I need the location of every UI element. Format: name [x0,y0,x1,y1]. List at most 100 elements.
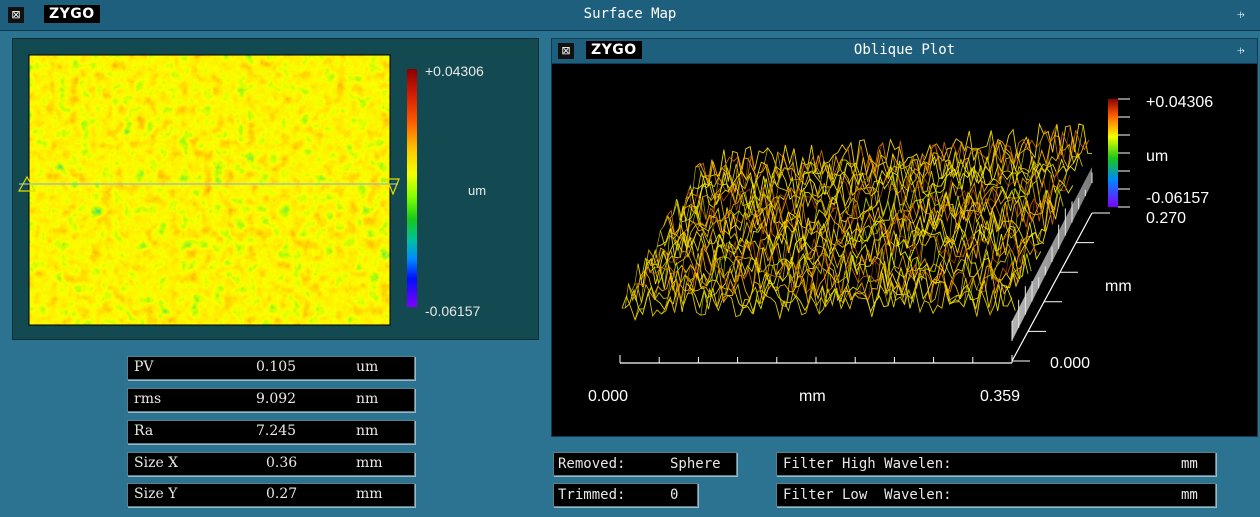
stat-size-x: Size X 0.36 mm [127,452,415,476]
mesh-row-line [692,143,1083,197]
mesh-column-line [726,163,808,296]
stat-label: rms [134,391,162,407]
y-axis-line [1011,212,1093,362]
stat-label: Size X [134,455,179,471]
trimmed-label: Trimmed: [558,487,626,503]
mesh-column-line [871,147,953,317]
mesh-column-line [884,140,966,306]
surface-map-svg: +0.04306 um -0.06157 [17,54,486,326]
stat-unit: nm [356,423,379,439]
z-min-label: -0.06157 [1146,190,1209,207]
mesh-column-line [621,166,703,309]
y-min-label: 0.000 [1050,355,1090,372]
z-unit-label: um [1146,148,1168,165]
mesh-column-line [766,150,847,297]
stat-value: 0.36 [266,455,298,471]
mesh-column-line [858,144,939,302]
stat-unit: nm [356,391,379,407]
oblique-plot-panel: ⊠ ZYGO Oblique Plot ⍆ [551,38,1258,437]
stat-ra: Ra 7.245 nm [127,420,415,444]
zygo-logo: ZYGO [586,41,642,59]
mesh-column-line [976,123,1058,317]
mesh-row-line [666,194,1058,242]
y-unit-label: mm [1105,278,1132,295]
colorbar-unit-label: um [468,183,486,198]
mesh-row-line [647,232,1038,274]
mesh-column-line [818,146,900,314]
mesh-column-line [792,153,874,297]
mesh-column-line [661,156,742,315]
close-box-icon[interactable]: ⊠ [8,7,24,23]
mesh-column-line [739,160,821,316]
mesh-column-line [989,125,1071,315]
filter-low-label: Filter Low Wavelen: [783,487,952,503]
zygo-logo: ZYGO [44,5,100,23]
mesh-row-line [643,238,1035,279]
mesh-column-line [634,159,716,320]
mesh-column-line [1002,125,1084,306]
x-axis-ticks [619,355,1013,363]
filter-low-readout: Filter Low Wavelen: mm [776,483,1216,507]
oblique-title-bar[interactable]: ⊠ ZYGO Oblique Plot ⍆ [552,39,1257,64]
mesh-row-line [621,283,1013,322]
mesh-column-line [713,148,795,309]
stat-value: 7.245 [256,423,297,439]
oblique-plot-title: Oblique Plot [853,42,956,58]
mesh-column-line [845,152,926,301]
mesh-column-line [924,138,1005,303]
mesh-row-line [701,122,1093,182]
colorbar [407,69,417,307]
profile-marker-left[interactable] [17,175,37,192]
oblique-colorbar-ticks [1118,98,1130,208]
filter-high-unit: mm [1181,456,1198,472]
stat-unit: um [356,359,379,375]
trimmed-readout: Trimmed: 0 [553,483,698,507]
profile-marker-right[interactable] [386,178,400,196]
main-title-bar[interactable]: ⊠ ZYGO Surface Map ⍆ [0,0,1260,31]
stat-value: 0.27 [266,486,298,502]
oblique-plot-svg[interactable]: +0.04306 um -0.06157 0.270 mm 0.000 0.00… [552,63,1257,436]
mesh-column-line [910,130,992,299]
mesh-row-line [637,251,1029,291]
stat-value: 9.092 [256,391,297,407]
oblique-colorbar [1108,99,1118,207]
mesh-column-line [831,156,913,306]
surface-map-panel: +0.04306 um -0.06157 [12,38,539,340]
colorbar-min-label: -0.06157 [425,303,480,319]
colorbar-max-label: +0.04306 [425,63,484,79]
pin-icon[interactable]: ⍆ [1236,4,1246,23]
x-unit-label: mm [799,388,826,405]
stat-size-y: Size Y 0.27 mm [127,483,415,507]
mesh-column-line [779,140,861,319]
close-box-icon[interactable]: ⊠ [558,43,574,59]
filter-high-label: Filter High Wavelen: [783,456,952,472]
mesh-row-line [627,271,1019,308]
filter-low-unit: mm [1181,487,1198,503]
mesh-column-line [950,148,1031,304]
oblique-mesh [621,122,1093,322]
stat-unit: mm [356,455,383,471]
mesh-row-line [672,179,1064,232]
filter-high-readout: Filter High Wavelen: mm [776,452,1216,476]
z-max-label: +0.04306 [1146,94,1213,111]
mesh-column-line [753,155,834,314]
removed-readout: Removed: Sphere [553,452,737,476]
mesh-column-line [648,164,729,300]
y-axis-ticks [1012,212,1110,362]
stat-value: 0.105 [256,359,297,375]
mesh-column-line [937,151,1018,306]
mesh-row-line [624,276,1016,316]
pin-icon[interactable]: ⍆ [1236,40,1246,59]
mesh-column-line [963,133,1045,307]
surface-map-image[interactable] [29,55,390,325]
x-min-label: 0.000 [588,388,628,405]
stat-label: Size Y [134,486,178,502]
y-max-label: 0.270 [1146,210,1186,227]
mesh-column-line [674,154,755,313]
mesh-row-line [631,265,1022,304]
mesh-row-line [675,173,1067,221]
stat-rms: rms 9.092 nm [127,388,415,412]
stat-label: Ra [134,423,154,439]
mesh-row-line [698,129,1090,186]
